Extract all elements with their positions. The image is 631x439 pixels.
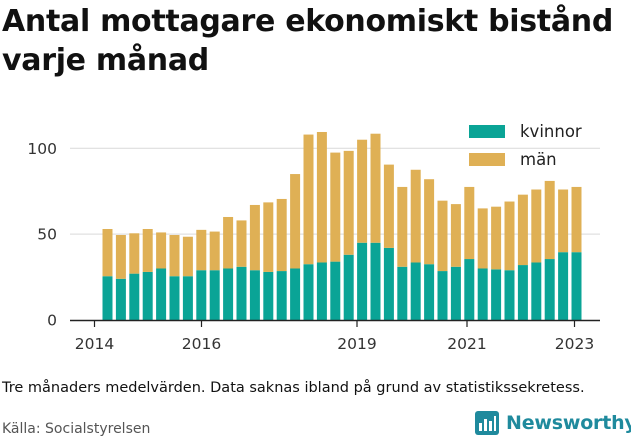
bar-man — [156, 232, 167, 269]
bar-man — [115, 235, 126, 279]
bar-kvinnor — [330, 261, 341, 320]
bar-kvinnor — [196, 270, 207, 320]
bar-man — [196, 229, 207, 271]
newsworthy-logo: Newsworthy — [474, 408, 631, 438]
legend-swatch-kvinnor — [469, 125, 505, 138]
x-tick-label: 2021 — [447, 335, 486, 353]
chart-note: Tre månaders medelvärden. Data saknas ib… — [2, 380, 585, 396]
bars — [102, 131, 582, 320]
x-axis: 2014 2016 2019 2021 2023 — [70, 319, 600, 353]
bar-kvinnor — [357, 242, 368, 320]
x-tick-label: 2019 — [337, 335, 376, 353]
source-label: Källa: Socialstyrelsen — [2, 421, 151, 437]
legend-swatch-man — [469, 153, 505, 166]
bar-kvinnor — [303, 264, 314, 320]
x-tick-label: 2014 — [75, 335, 114, 353]
bar-man — [209, 231, 220, 271]
bar-kvinnor — [102, 276, 113, 320]
bar-man — [102, 228, 113, 277]
bar-kvinnor — [370, 242, 381, 320]
bar-kvinnor — [491, 269, 502, 320]
brand-name: Newsworthy — [506, 412, 631, 434]
x-tick-label: 2023 — [555, 335, 594, 353]
newsworthy-icon — [475, 411, 499, 435]
bar-kvinnor — [276, 271, 287, 320]
bar-kvinnor — [316, 262, 327, 320]
bar-kvinnor — [115, 278, 126, 320]
bar-man — [450, 204, 461, 267]
y-tick-label: 0 — [47, 312, 57, 330]
bar-kvinnor — [142, 271, 153, 320]
bar-man — [491, 206, 502, 270]
bar-man — [383, 164, 394, 248]
bar-kvinnor — [450, 266, 461, 320]
bar-man — [424, 179, 435, 265]
bar-man — [517, 194, 528, 266]
bar-kvinnor — [397, 266, 408, 320]
bar-kvinnor — [477, 268, 488, 320]
bar-kvinnor — [343, 254, 354, 320]
legend-label: kvinnor — [520, 122, 582, 141]
bar-kvinnor — [383, 247, 394, 320]
bar-man — [129, 233, 140, 274]
y-tick-label: 100 — [27, 140, 57, 158]
bar-man — [504, 201, 515, 271]
bar-man — [316, 131, 327, 263]
bar-kvinnor — [531, 262, 542, 320]
chart: 0 50 100 2014 2016 2019 2021 2023 kvinnor män — [27, 122, 600, 353]
bar-man — [531, 189, 542, 263]
bar-kvinnor — [464, 259, 475, 320]
bar-kvinnor — [544, 259, 555, 320]
bar-kvinnor — [249, 270, 260, 320]
bar-man — [410, 169, 421, 263]
bar-man — [223, 216, 234, 269]
bar-man — [290, 174, 301, 269]
bar-kvinnor — [263, 271, 274, 320]
bar-kvinnor — [290, 268, 301, 320]
bar-kvinnor — [571, 252, 582, 320]
bar-kvinnor — [517, 265, 528, 320]
bar-man — [182, 236, 193, 277]
bar-man — [357, 139, 368, 243]
y-tick-label: 50 — [37, 226, 57, 244]
bar-man — [464, 186, 475, 260]
bar-kvinnor — [437, 271, 448, 320]
bar-man — [397, 186, 408, 267]
bar-kvinnor — [209, 270, 220, 320]
bar-man — [477, 208, 488, 269]
bar-man — [330, 152, 341, 262]
chart-title: Antal mottagare ekonomiskt bistånd varje… — [2, 4, 614, 78]
bar-kvinnor — [156, 268, 167, 320]
bar-man — [370, 133, 381, 243]
bar-man — [142, 228, 153, 272]
x-tick-label: 2016 — [182, 335, 221, 353]
bar-man — [558, 189, 569, 253]
bar-kvinnor — [236, 266, 247, 320]
bar-man — [437, 200, 448, 272]
bar-kvinnor — [504, 270, 515, 320]
y-axis: 0 50 100 — [27, 140, 57, 330]
bar-man — [169, 235, 180, 277]
bar-man — [236, 220, 247, 267]
bar-man — [249, 204, 260, 271]
bar-kvinnor — [169, 276, 180, 320]
bar-man — [263, 202, 274, 272]
bar-man — [544, 180, 555, 260]
bar-man — [343, 150, 354, 255]
bar-kvinnor — [129, 273, 140, 320]
bar-kvinnor — [182, 276, 193, 320]
bar-kvinnor — [223, 268, 234, 320]
bar-kvinnor — [424, 264, 435, 320]
bar-kvinnor — [558, 252, 569, 320]
bar-man — [303, 134, 314, 265]
bar-man — [276, 198, 287, 272]
bar-man — [571, 186, 582, 253]
legend-label: män — [520, 150, 557, 169]
legend: kvinnor män — [469, 122, 582, 169]
bar-kvinnor — [410, 262, 421, 320]
